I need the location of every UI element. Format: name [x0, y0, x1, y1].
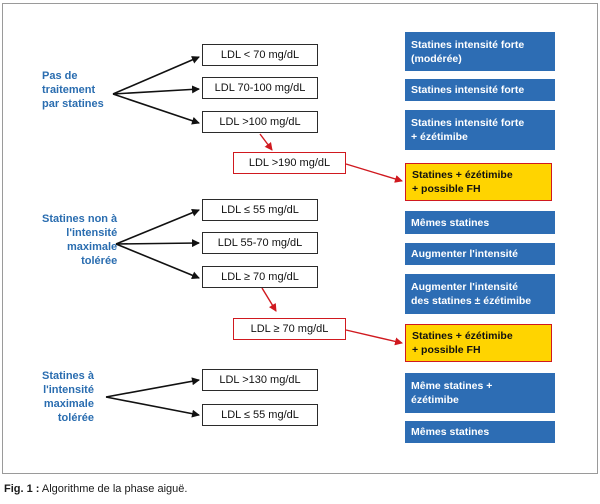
result-box-10: Mêmes statines [405, 421, 555, 443]
result-box-9: Même statines + ézétimibe [405, 373, 555, 413]
group-label-max-statin: Statines à l'intensité maximale tolérée [42, 370, 94, 424]
ldl-box-lt70: LDL < 70 mg/dL [202, 44, 318, 66]
result-box-6: Augmenter l'intensité [405, 243, 555, 265]
arrow-g2-b [115, 239, 200, 248]
ldl-box-gt100: LDL >100 mg/dL [202, 111, 318, 133]
ldl-box-le55-a: LDL ≤ 55 mg/dL [202, 199, 318, 221]
ldl-box-55-70: LDL 55-70 mg/dL [202, 232, 318, 254]
red-arrow-down-1 [259, 133, 273, 151]
group-label-non-max-statin: Statines non à l'intensité maximale tolé… [42, 213, 118, 267]
caption-prefix: Fig. 1 : [4, 483, 40, 495]
arrow-g3-b [105, 396, 200, 418]
caption-text: Algorithme de la phase aiguë. [39, 483, 188, 495]
group-label-no-statin: Pas de traitement par statines [42, 70, 104, 110]
result-box-highlight-1: Statines + ézétimibe + possible FH [405, 163, 552, 201]
ldl-box-ge70-a: LDL ≥ 70 mg/dL [202, 266, 318, 288]
arrow-g1-b [112, 85, 200, 95]
result-box-3: Statines intensité forte + ézétimibe [405, 110, 555, 150]
ldl-box-ge70-b: LDL ≥ 70 mg/dL [233, 318, 346, 340]
red-arrow-right-2 [345, 329, 403, 346]
figure-caption: Fig. 1 : Algorithme de la phase aiguë. [4, 483, 187, 495]
ldl-box-70-100: LDL 70-100 mg/dL [202, 77, 318, 99]
result-box-highlight-2: Statines + ézétimibe + possible FH [405, 324, 552, 362]
result-box-7: Augmenter l'intensité des statines ± ézé… [405, 274, 555, 314]
ldl-box-gt130: LDL >130 mg/dL [202, 369, 318, 391]
arrow-g2-c [115, 243, 200, 280]
result-box-2: Statines intensité forte [405, 79, 555, 101]
red-arrow-right-1 [345, 163, 403, 183]
arrow-g3-a [105, 377, 200, 398]
red-arrow-down-2 [261, 287, 277, 312]
ldl-box-gt190: LDL >190 mg/dL [233, 152, 346, 174]
ldl-box-le55-b: LDL ≤ 55 mg/dL [202, 404, 318, 426]
result-box-1: Statines intensité forte (modérée) [405, 32, 555, 71]
arrow-g1-a [112, 56, 200, 95]
result-box-5: Mêmes statines [405, 211, 555, 234]
arrow-g1-c [112, 93, 200, 125]
arrow-g2-a [115, 208, 200, 245]
